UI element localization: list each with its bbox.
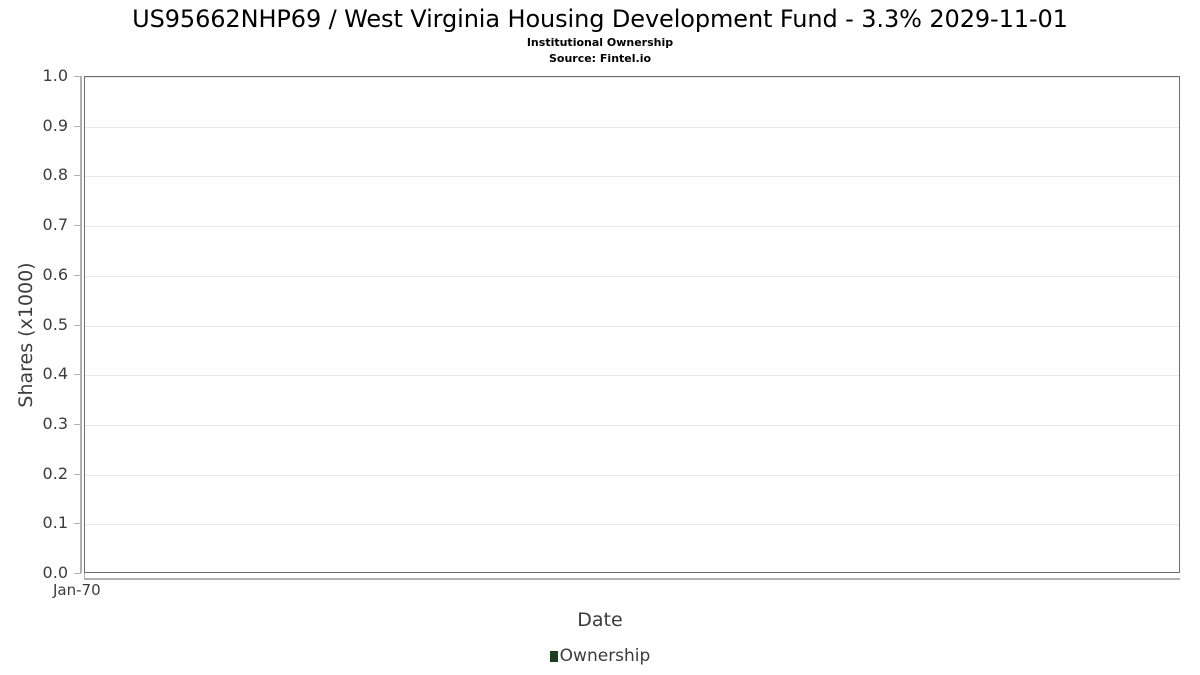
gridline [85, 77, 1179, 78]
y-tick-label: 0.2 [42, 463, 68, 483]
gridline [85, 226, 1179, 228]
y-tick-mark [74, 523, 81, 525]
chart-legend: Ownership [0, 648, 1200, 665]
y-tick-mark [74, 324, 81, 326]
chart-source-attribution: Source: Fintel.io [548, 52, 652, 65]
y-tick-label: 0.5 [42, 314, 68, 334]
x-axis-spine [84, 578, 1180, 580]
y-tick-label: 0.3 [42, 413, 68, 433]
gridline [85, 126, 1179, 128]
gridline [85, 524, 1179, 526]
gridline [85, 275, 1179, 277]
gridline [85, 424, 1179, 426]
chart-title: US95662NHP69 / West Virginia Housing Dev… [132, 5, 1068, 33]
y-tick-mark [74, 573, 81, 574]
gridline [85, 474, 1179, 476]
x-tick-label: Jan-70 [53, 581, 101, 599]
y-tick-label: 0.4 [42, 364, 68, 384]
legend-label: Ownership [559, 646, 651, 666]
y-tick-mark [74, 175, 81, 177]
gridline [85, 176, 1179, 178]
y-tick-label: 0.6 [42, 264, 68, 284]
y-tick-mark [74, 76, 81, 77]
chart-subtitle: Institutional Ownership [526, 36, 674, 49]
plot-area [84, 76, 1180, 573]
x-axis-title: Date [577, 609, 623, 631]
gridline [85, 375, 1179, 377]
x-tick-mark [84, 573, 85, 579]
legend-entry[interactable]: Ownership [549, 646, 651, 666]
y-tick-label: 0.0 [42, 563, 68, 582]
y-tick-mark [74, 473, 81, 475]
gridline [85, 325, 1179, 327]
y-tick-label: 0.9 [42, 115, 68, 135]
y-tick-mark [74, 374, 81, 376]
y-axis-title: Shares (x1000) [15, 262, 37, 408]
y-tick-mark [74, 274, 81, 276]
legend-swatch-icon [549, 651, 558, 662]
y-tick-label: 1.0 [42, 66, 68, 85]
y-tick-mark [74, 423, 81, 425]
y-tick-label: 0.7 [42, 215, 68, 235]
y-tick-mark [74, 225, 81, 227]
series-layer-ownership [85, 77, 1179, 572]
y-tick-mark [74, 125, 81, 127]
y-tick-label: 0.8 [42, 165, 68, 185]
y-tick-label: 0.1 [42, 513, 68, 533]
